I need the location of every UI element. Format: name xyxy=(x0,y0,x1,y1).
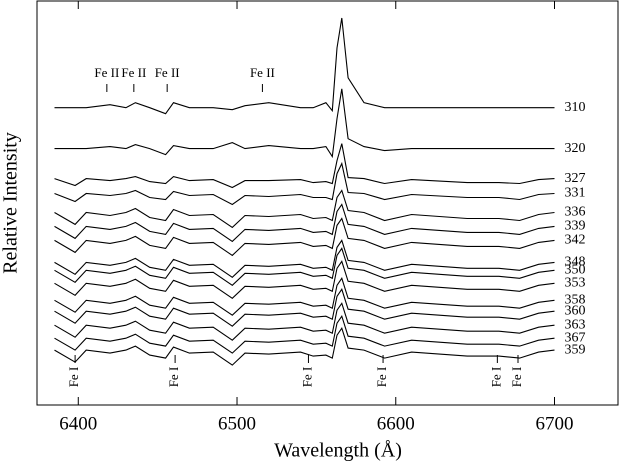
spectrum-line xyxy=(54,203,555,243)
line-id-label: Fe II xyxy=(250,65,275,80)
spectrum-line xyxy=(54,189,555,229)
series-label: 360 xyxy=(565,303,586,318)
plot-frame xyxy=(36,0,619,406)
spectrum-line xyxy=(54,302,555,341)
x-tick-label: 6700 xyxy=(536,413,574,434)
series-label: 359 xyxy=(565,342,586,357)
spectrum-line xyxy=(54,326,555,366)
line-id-label: Fe I xyxy=(488,367,503,388)
spectrum-line xyxy=(54,277,555,316)
spectrum-line xyxy=(54,288,555,327)
x-axis-label: Wavelength (Å) xyxy=(274,440,402,462)
series-label: 339 xyxy=(565,219,586,234)
series-label: 320 xyxy=(565,141,586,156)
x-tick-label: 6400 xyxy=(59,413,97,434)
series-label: 336 xyxy=(565,205,586,220)
spectrum-line xyxy=(54,217,555,257)
line-id-label: Fe II xyxy=(94,65,119,80)
spectrum-line xyxy=(54,239,555,279)
x-tick-label: 6600 xyxy=(377,413,415,434)
line-id-label: Fe I xyxy=(509,367,524,388)
series-label: 310 xyxy=(565,100,586,115)
line-id-label: Fe I xyxy=(66,367,81,388)
series-label: 331 xyxy=(565,186,586,201)
line-id-label: Fe II xyxy=(121,65,146,80)
line-id-label: Fe I xyxy=(374,367,389,388)
series-label: 353 xyxy=(565,276,586,291)
spectrum-line xyxy=(54,88,555,159)
x-tick-label: 6500 xyxy=(218,413,256,434)
spectrum-line xyxy=(54,161,555,206)
spectrum-line xyxy=(54,247,555,287)
spectrum-line xyxy=(54,17,555,115)
series-label: 327 xyxy=(565,171,586,186)
series-label: 358 xyxy=(565,292,586,307)
spectrum-line xyxy=(54,143,555,189)
series-label: 367 xyxy=(565,330,586,345)
series-label: 348 xyxy=(565,255,586,270)
series-label: 350 xyxy=(565,263,586,278)
line-id-label: Fe II xyxy=(155,65,180,80)
series-label: 342 xyxy=(565,233,586,248)
line-id-label: Fe I xyxy=(299,367,314,388)
y-axis-label: Relative Intensity xyxy=(0,132,22,274)
spectrum-line xyxy=(54,260,555,300)
series-label: 363 xyxy=(565,317,586,332)
line-id-label: Fe I xyxy=(166,367,181,388)
spectrum-line xyxy=(54,314,555,354)
